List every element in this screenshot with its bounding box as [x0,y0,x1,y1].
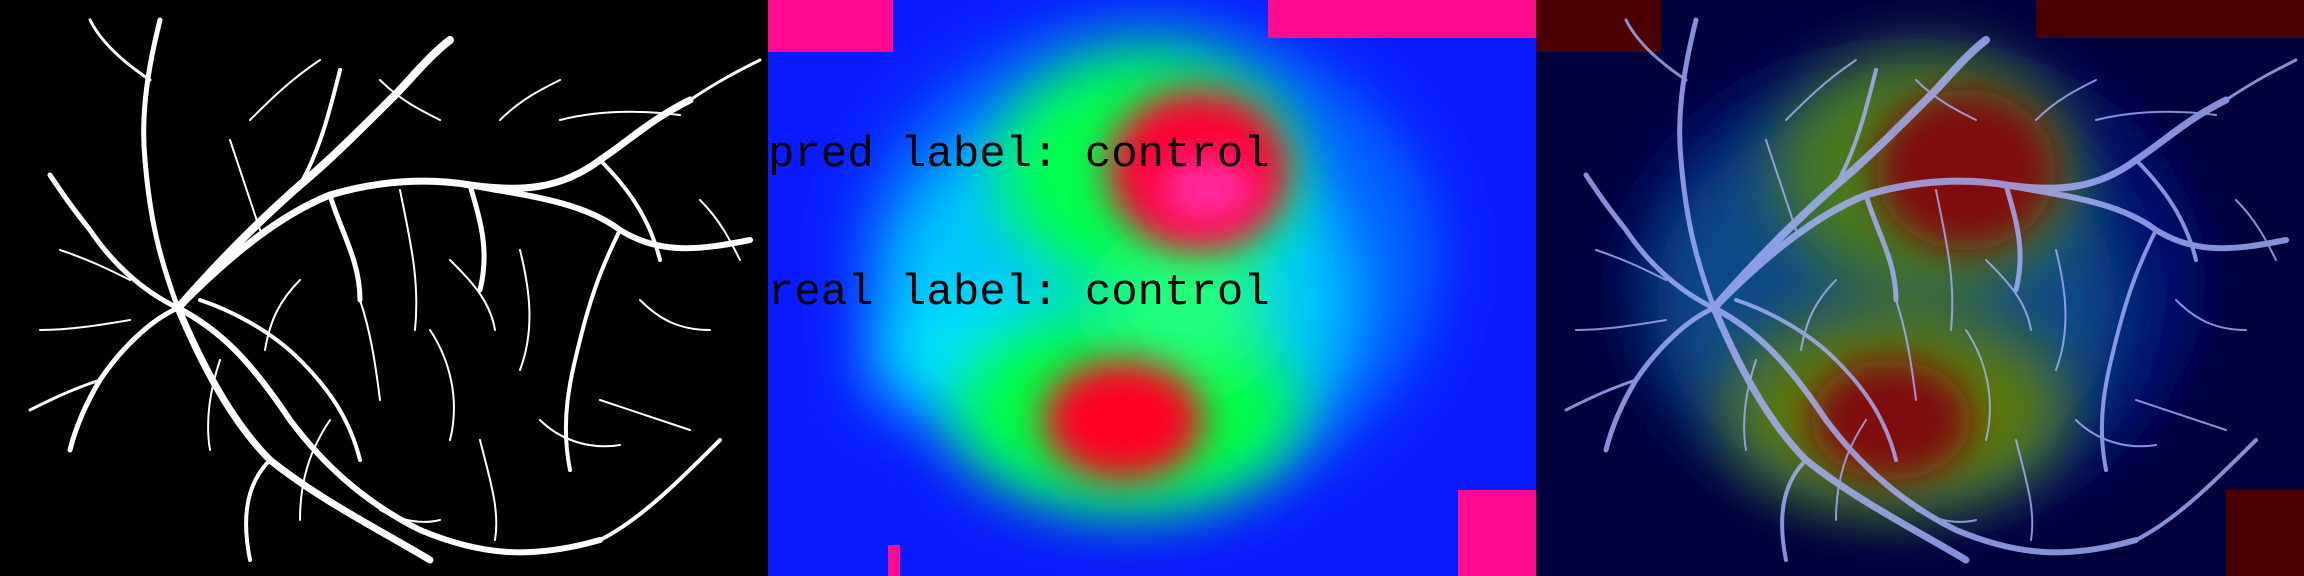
pred-label: pred label: control [768,130,1270,180]
vessel-segmentation-panel [0,0,768,576]
heatmap-overlay-panel [1536,0,2304,576]
attention-heatmap-panel: pred label: control real label: control [768,0,1536,576]
vessel-tree-image [0,0,768,576]
real-label: real label: control [768,268,1270,318]
heatmap-image [768,0,1536,576]
overlay-image [1536,0,2304,576]
prediction-label-text: pred label: control real label: control [768,40,1270,408]
